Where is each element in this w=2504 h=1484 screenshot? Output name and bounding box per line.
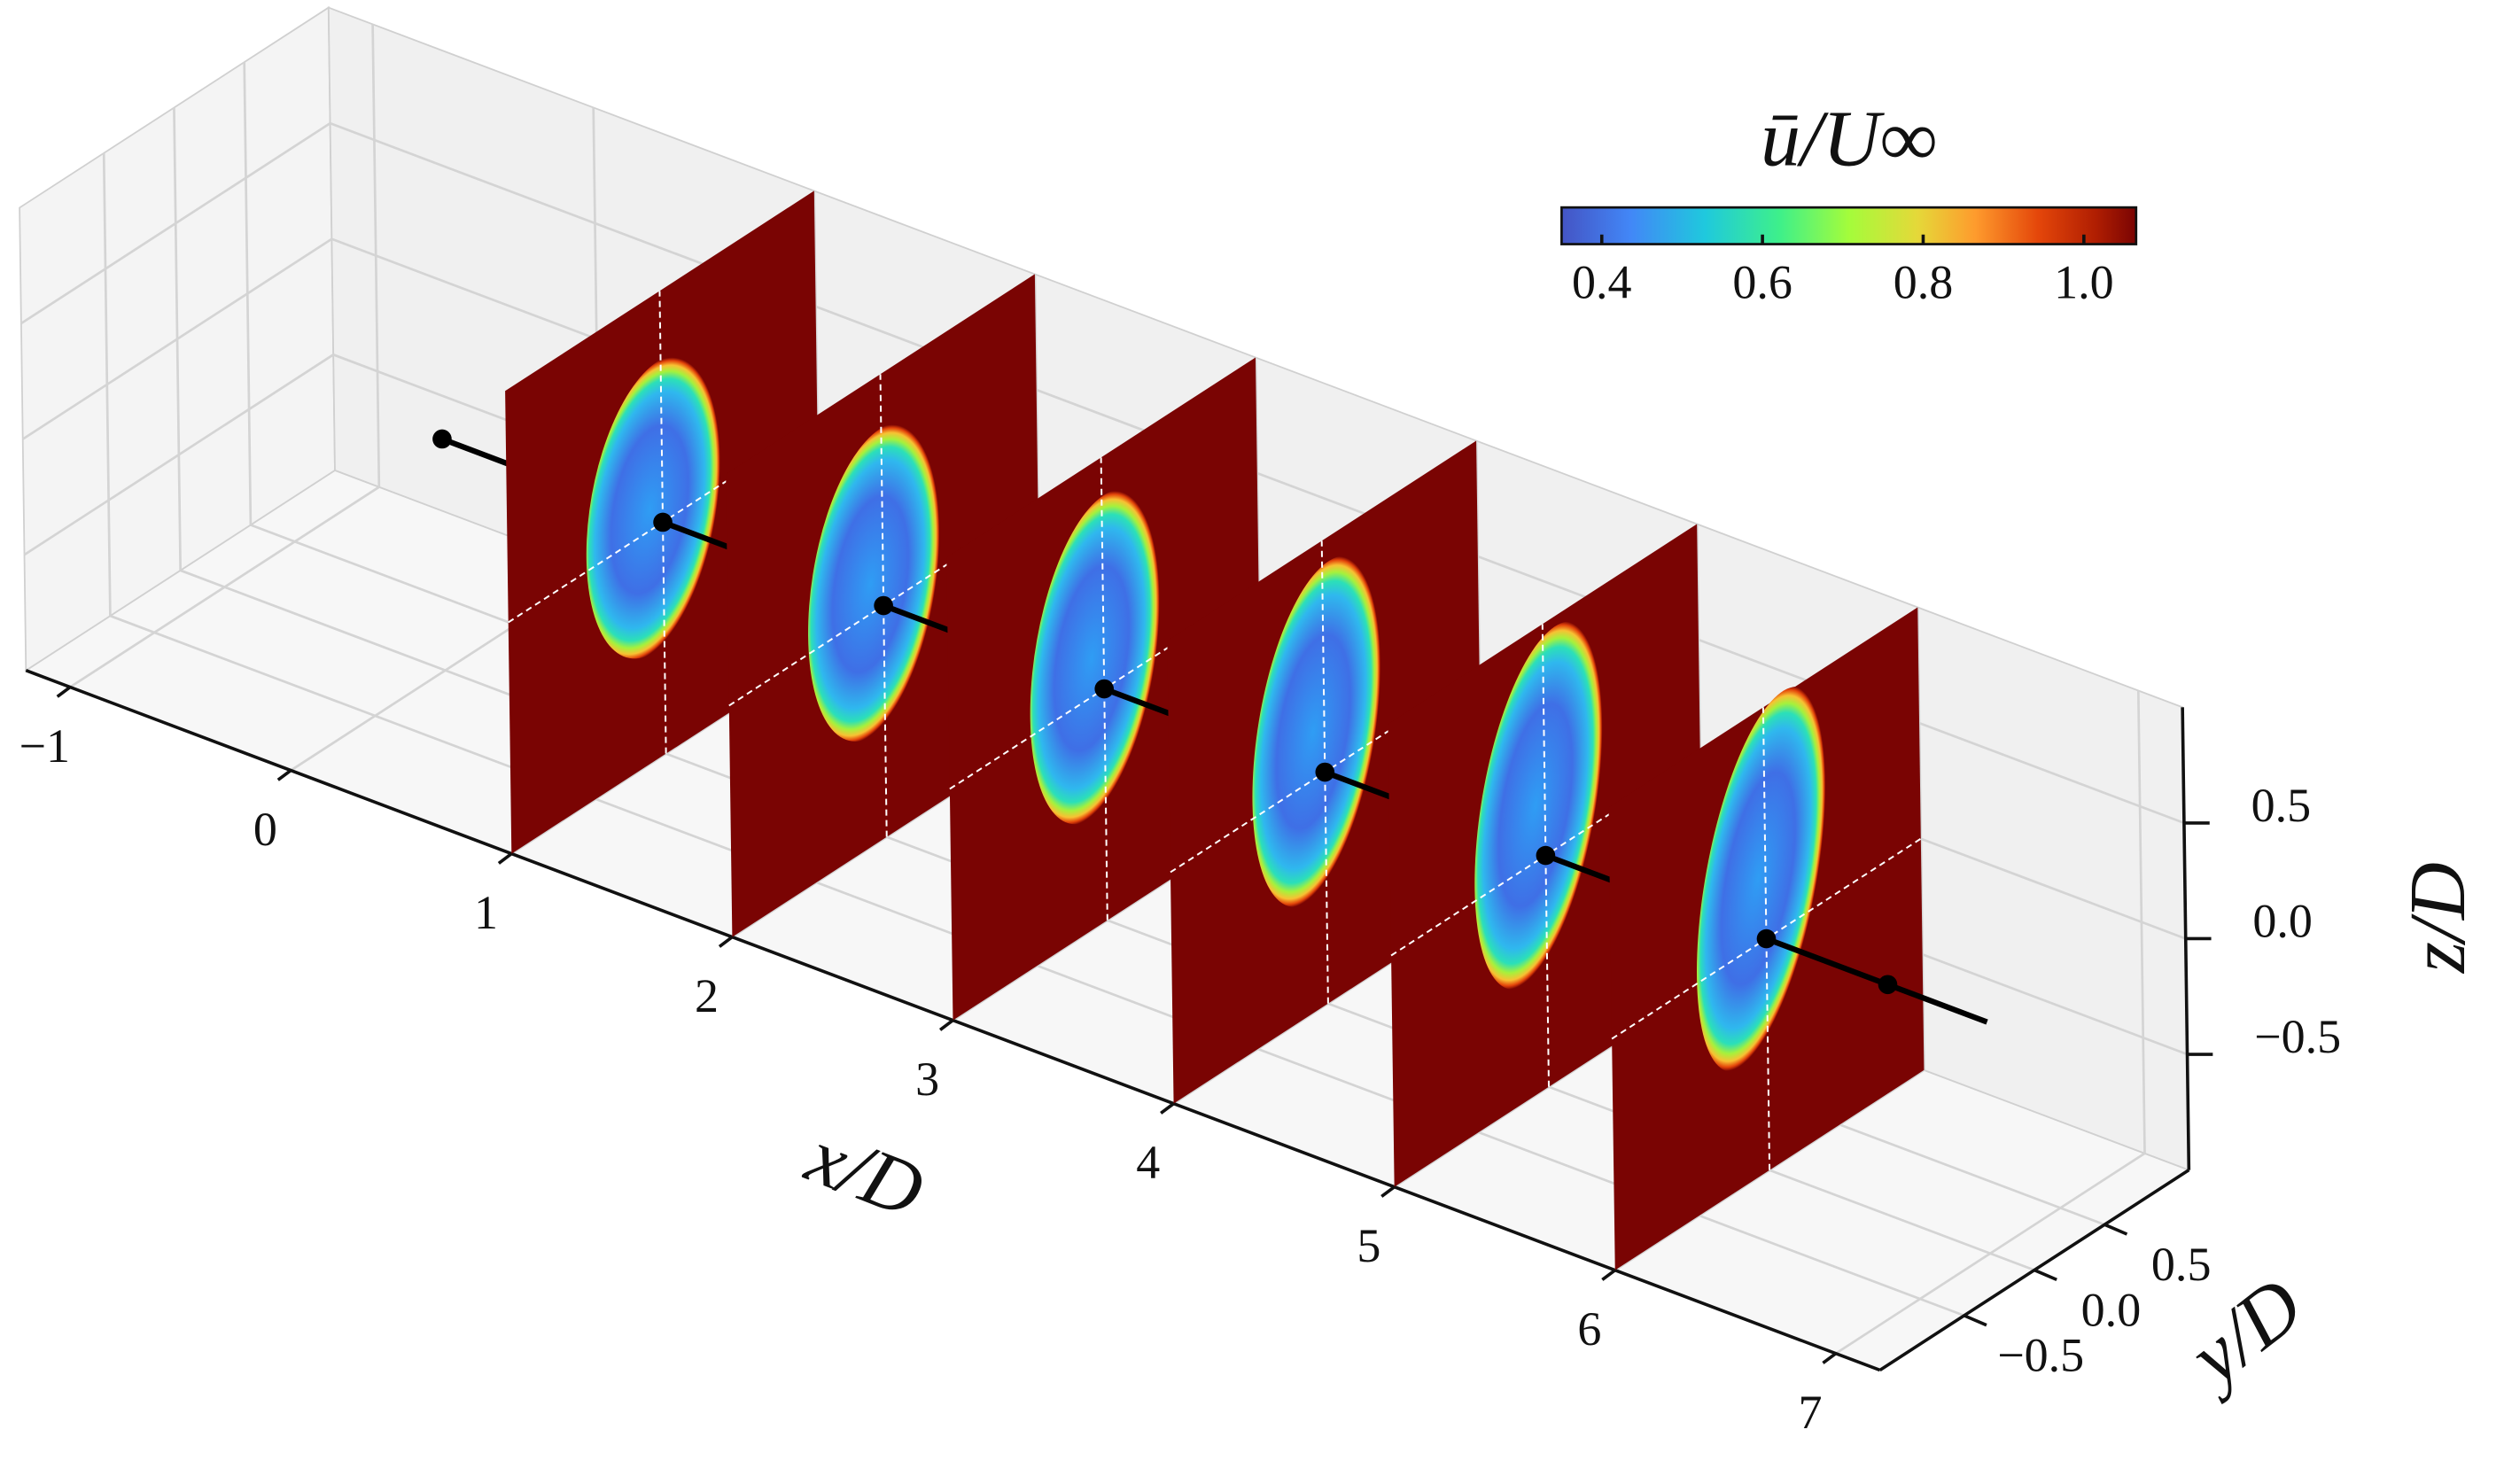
slice-dash — [659, 291, 665, 753]
wake-contour — [1697, 687, 1831, 1072]
rotor-axis — [1886, 982, 1988, 1025]
colorbar-tick-label: 1.0 — [2054, 256, 2114, 309]
x-axis-line — [25, 669, 1881, 1372]
tick-mark — [2034, 1268, 2057, 1282]
wake-contour — [1252, 556, 1388, 907]
slice-dash — [1101, 457, 1108, 920]
x-tick-label: 4 — [1136, 1136, 1160, 1189]
rotor-axis — [1765, 936, 1889, 988]
wake-contour — [808, 422, 946, 742]
slice-dash — [881, 374, 887, 836]
colorbar-tick-label: 0.6 — [1732, 256, 1792, 309]
rotor-hub — [432, 429, 452, 449]
tick-mark — [2104, 1223, 2128, 1236]
slice-dash — [1543, 624, 1549, 1086]
x-axis-label: x/D — [794, 1111, 935, 1235]
z-tick-label: −0.5 — [2254, 1010, 2341, 1063]
z-axis-line — [2181, 707, 2191, 1170]
x-tick-label: 2 — [695, 969, 719, 1022]
y-tick-label: 0.5 — [2151, 1238, 2212, 1291]
y-axis-line — [1878, 1169, 2190, 1371]
x-tick-label: −1 — [19, 719, 70, 773]
slice-dash — [1763, 707, 1769, 1169]
colorbar-tick-label: 0.4 — [1572, 256, 1632, 309]
x-tick-label: 7 — [1799, 1386, 1823, 1439]
tick-mark — [1160, 1102, 1175, 1115]
y-tick-label: 0.0 — [2081, 1283, 2142, 1336]
grid-line — [21, 237, 333, 440]
tick-mark — [718, 936, 734, 948]
colorbar — [1560, 206, 2138, 245]
z-tick-label: 0.0 — [2252, 894, 2313, 947]
wake-contour — [586, 354, 727, 659]
colorbar-label: ū/U∞ — [1761, 95, 1937, 183]
wake-contour — [1474, 621, 1609, 990]
colorbar-tick-label: 0.8 — [1894, 256, 1954, 309]
tick-mark — [1380, 1185, 1396, 1198]
wake-contour — [1030, 489, 1167, 825]
tick-mark — [1601, 1269, 1616, 1281]
x-tick-label: 0 — [253, 803, 277, 856]
slice-dash — [1322, 540, 1328, 1003]
tick-mark — [276, 769, 292, 781]
y-tick-label: −0.5 — [1997, 1329, 2084, 1382]
tick-mark — [56, 686, 72, 698]
z-tick-label: 0.5 — [2251, 779, 2312, 832]
grid-line — [20, 122, 331, 325]
z-axis-label: z/D — [2394, 862, 2482, 975]
grid-line — [23, 354, 334, 556]
tick-mark — [497, 852, 513, 865]
tick-mark — [1822, 1352, 1837, 1364]
x-tick-label: 3 — [915, 1053, 939, 1106]
tick-mark — [938, 1019, 954, 1031]
tick-mark — [1964, 1314, 1987, 1327]
x-tick-label: 6 — [1577, 1302, 1601, 1356]
x-tick-label: 1 — [474, 886, 498, 939]
x-tick-label: 5 — [1357, 1219, 1380, 1272]
